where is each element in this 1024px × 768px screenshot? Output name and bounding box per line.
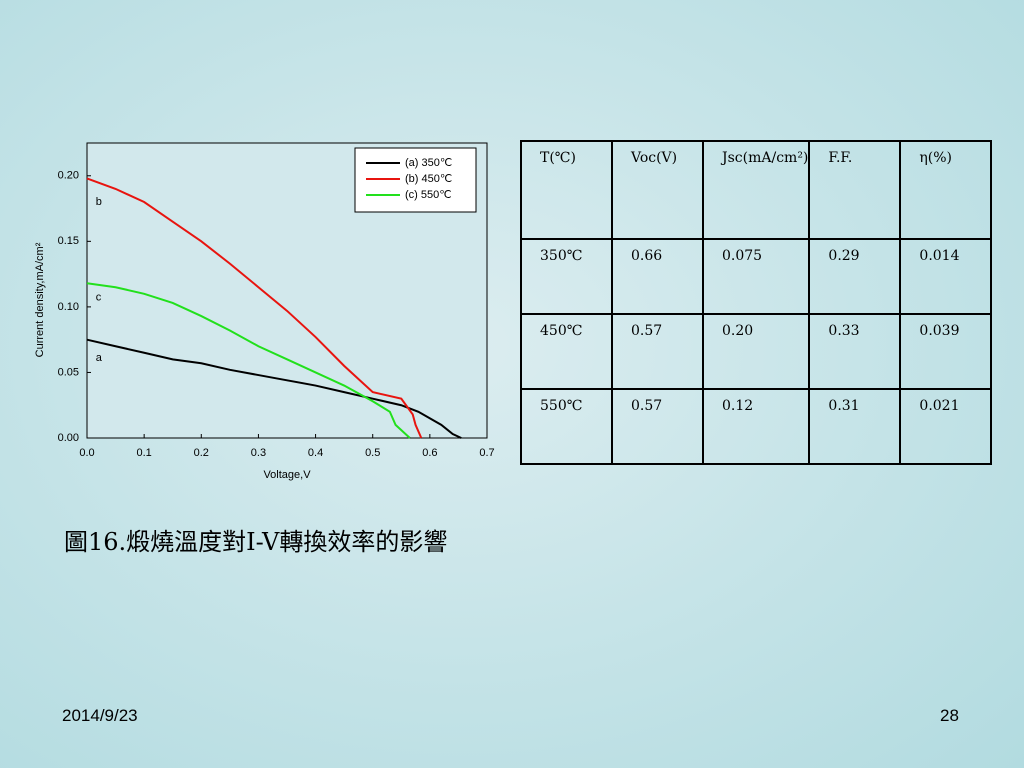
annotation: b bbox=[96, 196, 102, 208]
y-axis-label: Current density,mA/cm² bbox=[34, 242, 46, 357]
y-tick-label: 0.15 bbox=[58, 235, 79, 247]
x-tick-label: 0.2 bbox=[194, 447, 209, 459]
table-cell: Jsc(mA/cm²) bbox=[701, 140, 811, 240]
results-table: T(℃) Voc(V) Jsc(mA/cm²) F.F. η(%) 350℃ 0.66 0.0… bbox=[520, 140, 993, 465]
x-axis-label: Voltage,V bbox=[263, 469, 311, 481]
x-tick-label: 0.0 bbox=[79, 447, 94, 459]
y-tick-label: 0.00 bbox=[58, 432, 79, 444]
legend-label: (a) 350℃ bbox=[405, 157, 452, 169]
series-line bbox=[86, 338, 462, 439]
table-cell: 0.57 bbox=[611, 388, 704, 465]
table-cell: 0.12 bbox=[701, 388, 811, 465]
series-line bbox=[86, 177, 423, 439]
series-line bbox=[86, 282, 411, 439]
y-tick-label: 0.20 bbox=[58, 170, 79, 182]
table-cell: 0.57 bbox=[611, 313, 704, 390]
table-row: 550℃ 0.57 0.12 0.31 0.021 bbox=[520, 388, 993, 465]
x-tick-label: 0.5 bbox=[365, 447, 380, 459]
table-cell: 0.31 bbox=[808, 388, 902, 465]
table-cell: 550℃ bbox=[520, 388, 613, 465]
table-cell: Voc(V) bbox=[611, 140, 704, 240]
table-cell: T(℃) bbox=[520, 140, 613, 240]
table-cell: η(%) bbox=[899, 140, 993, 240]
annotation: c bbox=[96, 292, 102, 304]
annotation: a bbox=[96, 352, 103, 364]
y-tick-label: 0.10 bbox=[58, 301, 79, 313]
x-tick-label: 0.7 bbox=[479, 447, 494, 459]
y-tick-label: 0.05 bbox=[58, 366, 79, 378]
chart: Voltage,V Current density,mA/cm² 0.0 0.1 0… bbox=[34, 142, 495, 481]
caption: 圖16.煅燒溫度對I-V轉換效率的影響 bbox=[64, 528, 448, 556]
x-tick-label: 0.6 bbox=[422, 447, 437, 459]
x-tick-label: 0.4 bbox=[308, 447, 323, 459]
table-cell: 0.33 bbox=[808, 313, 902, 390]
x-tick-label: 0.1 bbox=[136, 447, 151, 459]
table-cell: 450℃ bbox=[520, 313, 613, 390]
table-row: T(℃) Voc(V) Jsc(mA/cm²) F.F. η(%) bbox=[520, 140, 993, 240]
table-cell: 350℃ bbox=[520, 238, 613, 315]
table-cell: 0.021 bbox=[899, 388, 993, 465]
table-row: 350℃ 0.66 0.075 0.29 0.014 bbox=[520, 238, 993, 315]
table-cell: 0.20 bbox=[701, 313, 811, 390]
legend-label: (b) 450℃ bbox=[405, 173, 452, 185]
table-cell: 0.075 bbox=[701, 238, 811, 315]
table-row: 450℃ 0.57 0.20 0.33 0.039 bbox=[520, 313, 993, 390]
table-cell: 0.29 bbox=[808, 238, 902, 315]
table-cell: 0.66 bbox=[611, 238, 704, 315]
legend-label: (c) 550℃ bbox=[405, 189, 452, 201]
x-tick-label: 0.3 bbox=[251, 447, 266, 459]
footer-date: 2014/9/23 bbox=[62, 706, 138, 725]
table-cell: F.F. bbox=[808, 140, 902, 240]
table-cell: 0.014 bbox=[899, 238, 993, 315]
page-number: 28 bbox=[940, 706, 959, 725]
table-cell: 0.039 bbox=[899, 313, 993, 390]
